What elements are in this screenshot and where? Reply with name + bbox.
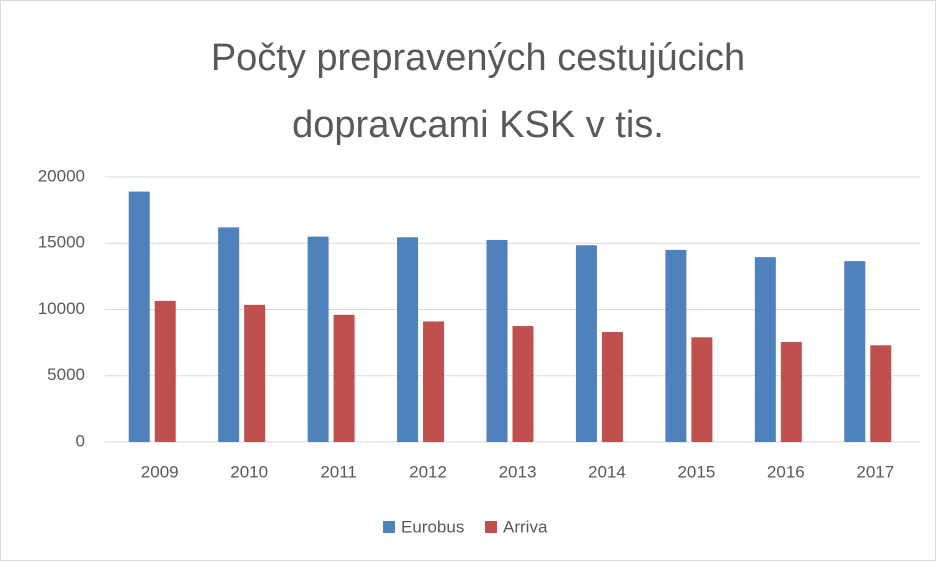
bar — [870, 345, 892, 442]
bar — [754, 257, 776, 442]
y-tick-label: 0 — [76, 431, 85, 450]
legend-swatch — [383, 521, 395, 533]
chart-title: Počty prepravených cestujúcich — [211, 37, 745, 79]
bar — [423, 321, 445, 442]
x-tick-label: 2010 — [230, 462, 268, 481]
bar — [397, 237, 419, 442]
legend-label: Arriva — [503, 517, 548, 536]
bar — [601, 332, 623, 442]
bar — [691, 337, 713, 442]
chart-title: dopravcami KSK v tis. — [292, 104, 664, 146]
bar — [244, 304, 266, 442]
bar — [512, 326, 534, 442]
y-tick-label: 10000 — [38, 299, 85, 318]
bar — [307, 236, 329, 442]
legend-label: Eurobus — [401, 517, 464, 536]
bar — [486, 239, 508, 442]
y-tick-label: 20000 — [38, 166, 85, 185]
x-tick-label: 2015 — [677, 462, 715, 481]
bar — [780, 341, 802, 442]
x-tick-label: 2014 — [588, 462, 626, 481]
y-tick-label: 5000 — [47, 365, 85, 384]
bar — [844, 261, 866, 442]
legend-swatch — [485, 521, 497, 533]
x-tick-label: 2013 — [499, 462, 537, 481]
bar — [575, 245, 597, 442]
bar — [128, 191, 150, 442]
x-tick-label: 2012 — [409, 462, 447, 481]
y-tick-label: 15000 — [38, 233, 85, 252]
bar — [665, 249, 687, 442]
x-tick-label: 2016 — [767, 462, 805, 481]
bar — [333, 314, 355, 442]
bar — [218, 227, 240, 442]
x-tick-label: 2009 — [141, 462, 179, 481]
bar — [154, 300, 176, 442]
x-tick-label: 2017 — [856, 462, 894, 481]
x-tick-label: 2011 — [320, 462, 357, 481]
